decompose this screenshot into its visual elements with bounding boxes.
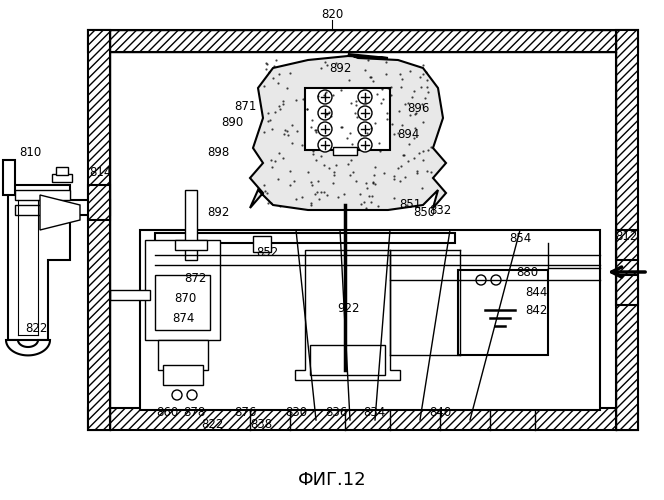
Text: 871: 871 xyxy=(234,100,256,114)
Bar xyxy=(15,205,70,215)
Text: 922: 922 xyxy=(337,302,359,314)
Text: 820: 820 xyxy=(321,8,343,20)
Bar xyxy=(88,408,638,430)
Text: 838: 838 xyxy=(250,418,272,432)
Bar xyxy=(616,230,638,260)
Circle shape xyxy=(318,106,332,120)
Text: 870: 870 xyxy=(174,292,196,304)
Circle shape xyxy=(318,90,332,104)
Circle shape xyxy=(476,275,486,285)
Text: 852: 852 xyxy=(256,246,278,258)
Bar xyxy=(155,233,455,243)
Polygon shape xyxy=(250,54,446,210)
Text: 836: 836 xyxy=(325,406,347,418)
Bar xyxy=(15,190,70,200)
Bar xyxy=(158,340,208,370)
Text: ФИГ.12: ФИГ.12 xyxy=(297,471,367,489)
Bar xyxy=(110,290,150,300)
Text: 822: 822 xyxy=(201,418,223,432)
Text: 894: 894 xyxy=(397,128,419,141)
Bar xyxy=(458,270,548,355)
Circle shape xyxy=(358,138,372,152)
Polygon shape xyxy=(338,355,352,370)
Bar xyxy=(88,408,638,430)
Text: 851: 851 xyxy=(399,198,421,211)
Text: 892: 892 xyxy=(329,62,351,74)
Text: 834: 834 xyxy=(363,406,385,418)
Text: 832: 832 xyxy=(429,204,451,216)
Text: 810: 810 xyxy=(19,146,41,158)
Bar xyxy=(616,275,638,305)
Text: 844: 844 xyxy=(525,286,547,298)
Text: 876: 876 xyxy=(234,406,256,418)
Bar xyxy=(88,30,110,430)
Polygon shape xyxy=(6,340,50,355)
Bar xyxy=(56,167,68,175)
Text: 878: 878 xyxy=(183,406,205,418)
Circle shape xyxy=(358,122,372,136)
Circle shape xyxy=(358,90,372,104)
Bar xyxy=(333,147,357,155)
Text: 812: 812 xyxy=(615,230,637,243)
Text: 890: 890 xyxy=(221,116,243,128)
Text: 830: 830 xyxy=(285,406,307,418)
Text: 880: 880 xyxy=(516,266,538,278)
Text: 874: 874 xyxy=(172,312,194,324)
Polygon shape xyxy=(40,195,80,230)
Circle shape xyxy=(491,275,501,285)
Text: 822: 822 xyxy=(25,322,47,334)
Bar xyxy=(305,88,390,150)
Bar xyxy=(185,190,197,260)
Bar xyxy=(616,230,638,260)
Bar xyxy=(88,185,110,220)
Circle shape xyxy=(172,390,182,400)
Text: 842: 842 xyxy=(525,304,547,316)
Bar xyxy=(3,160,15,195)
Text: 860: 860 xyxy=(156,406,178,418)
Polygon shape xyxy=(295,250,400,380)
Bar xyxy=(163,365,203,385)
Bar xyxy=(88,30,638,52)
Bar xyxy=(175,240,207,250)
Bar xyxy=(52,174,72,182)
Bar xyxy=(140,230,600,410)
Text: 814: 814 xyxy=(89,166,111,178)
Bar xyxy=(616,30,638,430)
Text: 872: 872 xyxy=(184,272,207,284)
Text: 896: 896 xyxy=(407,102,429,114)
Text: 892: 892 xyxy=(207,206,229,220)
Bar xyxy=(616,30,638,430)
Text: 898: 898 xyxy=(207,146,229,158)
Bar xyxy=(155,275,210,330)
Circle shape xyxy=(187,390,197,400)
Bar xyxy=(310,345,385,375)
Circle shape xyxy=(358,106,372,120)
Bar xyxy=(253,236,271,252)
Bar xyxy=(145,240,220,340)
Circle shape xyxy=(318,122,332,136)
Bar xyxy=(88,185,110,220)
Text: 854: 854 xyxy=(509,232,531,244)
Text: 850: 850 xyxy=(413,206,435,220)
Bar xyxy=(616,275,638,305)
Circle shape xyxy=(318,138,332,152)
Text: 840: 840 xyxy=(429,406,451,418)
Bar xyxy=(88,30,110,430)
Bar xyxy=(88,30,638,52)
Polygon shape xyxy=(8,185,110,340)
